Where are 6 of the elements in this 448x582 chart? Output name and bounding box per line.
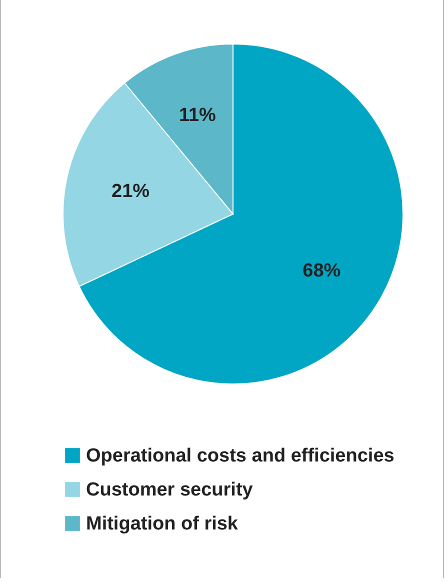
legend-label: Customer security — [86, 480, 254, 500]
legend-label: Operational costs and efficiencies — [86, 446, 394, 466]
data-label: 21% — [112, 181, 150, 202]
data-label: 11% — [178, 105, 216, 126]
data-label: 68% — [302, 260, 341, 282]
legend-label: Mitigation of risk — [86, 514, 238, 534]
